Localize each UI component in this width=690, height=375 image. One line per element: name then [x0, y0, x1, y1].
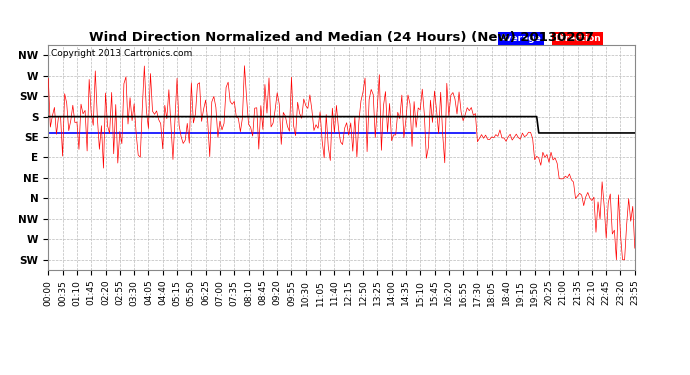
- Text: Copyright 2013 Cartronics.com: Copyright 2013 Cartronics.com: [51, 50, 193, 58]
- Text: Average: Average: [500, 34, 542, 43]
- Title: Wind Direction Normalized and Median (24 Hours) (New) 20130207: Wind Direction Normalized and Median (24…: [89, 31, 594, 44]
- Text: Direction: Direction: [554, 34, 600, 43]
